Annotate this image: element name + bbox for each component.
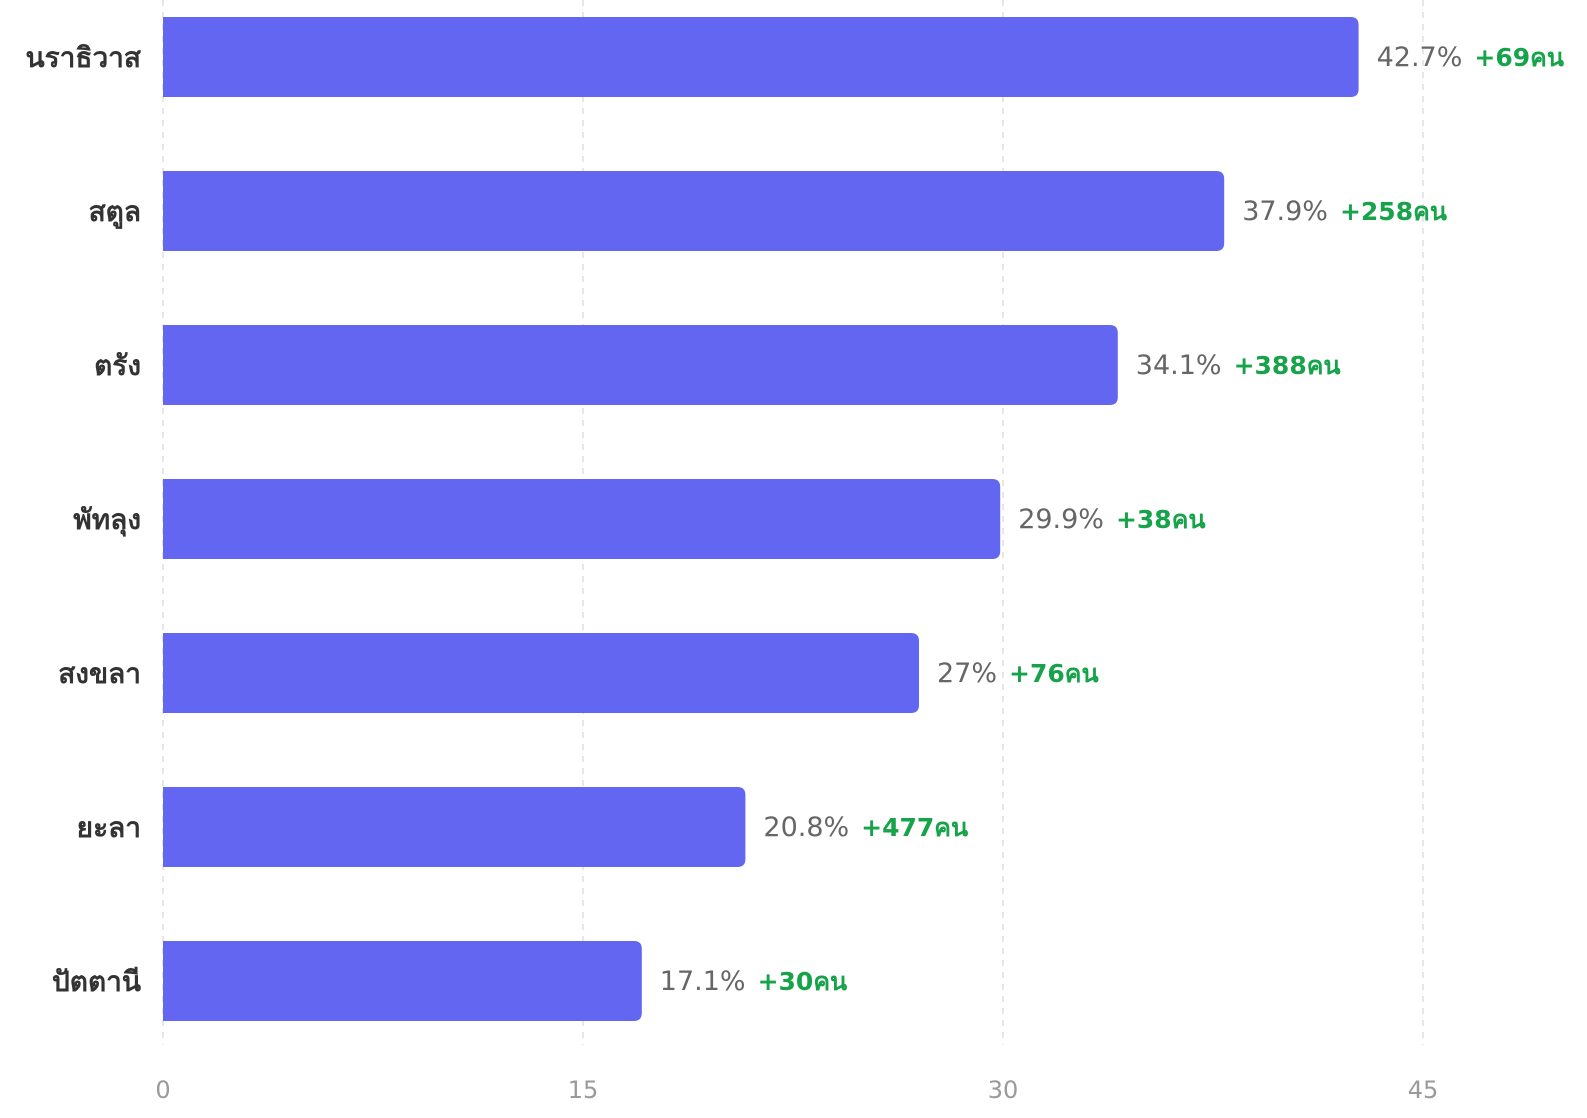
value-label-1: 42.7% +69คน	[1377, 42, 1564, 73]
value-label-7: 17.1% +30คน	[660, 966, 847, 997]
category-label-3: ตรัง	[94, 349, 141, 382]
delta-label: +76คน	[1009, 659, 1099, 688]
percent-label: 17.1%	[660, 966, 746, 997]
value-label-4: 29.9% +38คน	[1018, 504, 1205, 535]
category-label-4: พัทลุง	[73, 503, 141, 537]
bar-3[interactable]	[163, 325, 1118, 405]
bar-5[interactable]	[163, 633, 919, 713]
bar-labels: 42.7% +69คน 37.9% +258คน 34.1% +388คน 29.9% +38…	[660, 42, 1564, 997]
category-label-7: ปัตตานี	[52, 965, 141, 998]
x-axis-ticks: 0 15 30 45	[155, 1076, 1438, 1104]
x-tick-label-0: 0	[155, 1076, 170, 1104]
delta-label: +30คน	[758, 967, 848, 996]
delta-label: +477คน	[861, 813, 968, 842]
x-tick-label-30: 30	[988, 1076, 1019, 1104]
delta-label: +38คน	[1116, 505, 1206, 534]
percent-label: 20.8%	[763, 812, 849, 843]
x-tick-label-15: 15	[568, 1076, 599, 1104]
delta-label: +69คน	[1474, 43, 1564, 72]
bar-1[interactable]	[163, 17, 1359, 97]
x-tick-label-45: 45	[1408, 1076, 1439, 1104]
percent-label: 27%	[937, 658, 997, 689]
bar-2[interactable]	[163, 171, 1225, 251]
value-label-6: 20.8% +477คน	[763, 812, 968, 843]
value-label-2: 37.9% +258คน	[1242, 196, 1447, 227]
bar-6[interactable]	[163, 787, 746, 867]
percent-label: 29.9%	[1018, 504, 1104, 535]
percent-label: 34.1%	[1136, 350, 1222, 381]
value-label-3: 34.1% +388คน	[1136, 350, 1341, 381]
category-label-6: ยะลา	[77, 811, 141, 844]
value-label-5: 27% +76คน	[937, 658, 1099, 689]
percent-label: 42.7%	[1377, 42, 1463, 73]
delta-label: +388คน	[1234, 351, 1341, 380]
delta-label: +258คน	[1340, 197, 1447, 226]
percent-label: 37.9%	[1242, 196, 1328, 227]
bar-7[interactable]	[163, 941, 642, 1021]
category-label-5: สงขลา	[58, 657, 141, 690]
bars	[163, 17, 1359, 1021]
category-label-1: นราธิวาส	[25, 41, 141, 74]
bar-4[interactable]	[163, 479, 1001, 559]
category-label-2: สตูล	[89, 195, 141, 229]
